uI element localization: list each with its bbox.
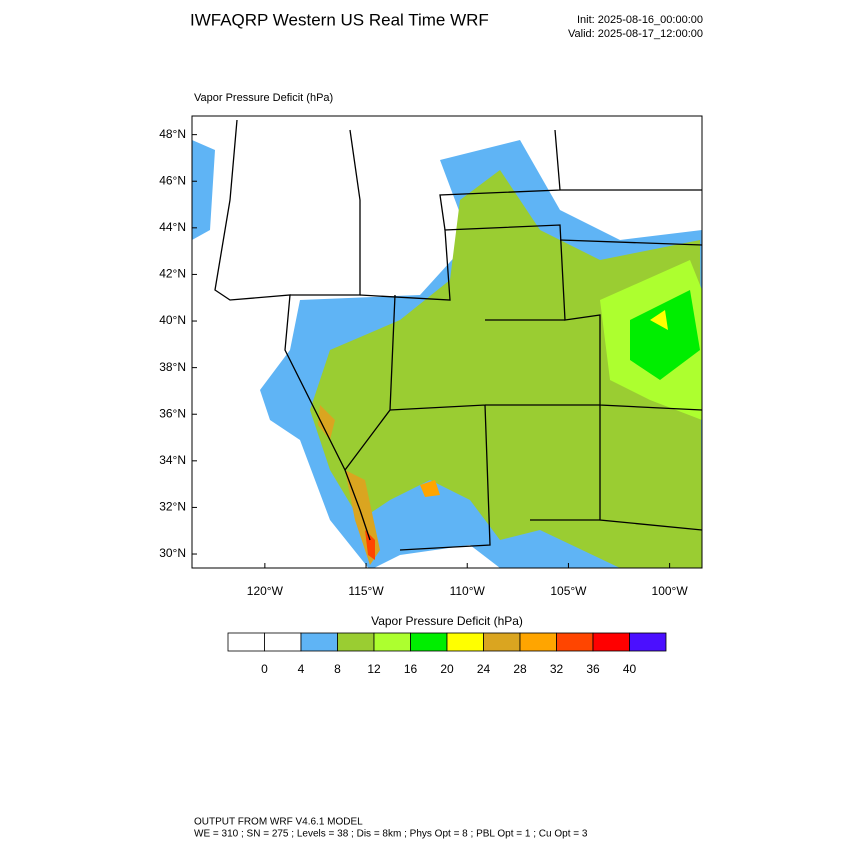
colorbar-box bbox=[556, 632, 594, 652]
valid-time: Valid: 2025-08-17_12:00:00 bbox=[568, 28, 703, 40]
y-tick-label: 48°N bbox=[159, 127, 186, 141]
y-tick-label: 38°N bbox=[159, 360, 186, 374]
colorbar: 0 4 8 12 16 20 24 28 32 36 40 bbox=[227, 632, 667, 676]
colorbar-box bbox=[446, 632, 484, 652]
colorbar-label: 16 bbox=[404, 662, 418, 676]
y-tick-label: 46°N bbox=[159, 173, 186, 187]
colorbar-box bbox=[337, 632, 375, 652]
title: IWFAQRP Western US Real Time WRF bbox=[190, 10, 489, 29]
y-tick-label: 42°N bbox=[159, 267, 186, 281]
x-tick-label: 110°W bbox=[450, 584, 486, 598]
field-label: Vapor Pressure Deficit (hPa) bbox=[194, 92, 333, 104]
footer-line: OUTPUT FROM WRF V4.6.1 MODEL bbox=[194, 817, 363, 828]
colorbar-label: 0 bbox=[261, 662, 268, 676]
x-tick-label: 115°W bbox=[348, 584, 384, 598]
colorbar-label: 28 bbox=[513, 662, 527, 676]
footer-line: WE = 310 ; SN = 275 ; Levels = 38 ; Dis … bbox=[194, 829, 588, 840]
x-tick-label: 100°W bbox=[652, 584, 689, 598]
init-time: Init: 2025-08-16_00:00:00 bbox=[577, 14, 703, 26]
colorbar-box bbox=[629, 632, 667, 652]
colorbar-box bbox=[519, 632, 557, 652]
colorbar-label: 32 bbox=[550, 662, 564, 676]
y-tick-label: 36°N bbox=[159, 406, 186, 420]
y-tick-label: 32°N bbox=[159, 500, 186, 514]
colorbar-label: 24 bbox=[477, 662, 491, 676]
colorbar-title: Vapor Pressure Deficit (hPa) bbox=[371, 614, 523, 628]
colorbar-box bbox=[373, 632, 411, 652]
colorbar-box bbox=[300, 632, 338, 652]
map-field bbox=[192, 116, 702, 568]
x-tick-label: 120°W bbox=[247, 584, 284, 598]
colorbar-label: 36 bbox=[586, 662, 600, 676]
colorbar-box bbox=[483, 632, 521, 652]
colorbar-label: 20 bbox=[440, 662, 454, 676]
y-tick-label: 30°N bbox=[159, 546, 186, 560]
y-tick-label: 40°N bbox=[159, 313, 186, 327]
colorbar-box bbox=[592, 632, 630, 652]
colorbar-label: 8 bbox=[334, 662, 341, 676]
colorbar-box bbox=[410, 632, 448, 652]
map-frame bbox=[191, 115, 703, 569]
colorbar-label: 4 bbox=[298, 662, 305, 676]
colorbar-label: 12 bbox=[367, 662, 381, 676]
x-tick-label: 105°W bbox=[550, 584, 587, 598]
map-ticks: 120°W 115°W 110°W 105°W 100°W 30°N 32°N 34°N 36°… bbox=[159, 127, 688, 598]
colorbar-label: 40 bbox=[623, 662, 637, 676]
y-tick-label: 44°N bbox=[159, 220, 186, 234]
y-tick-label: 34°N bbox=[159, 453, 186, 467]
colorbar-box bbox=[227, 632, 265, 652]
colorbar-box bbox=[264, 632, 302, 652]
